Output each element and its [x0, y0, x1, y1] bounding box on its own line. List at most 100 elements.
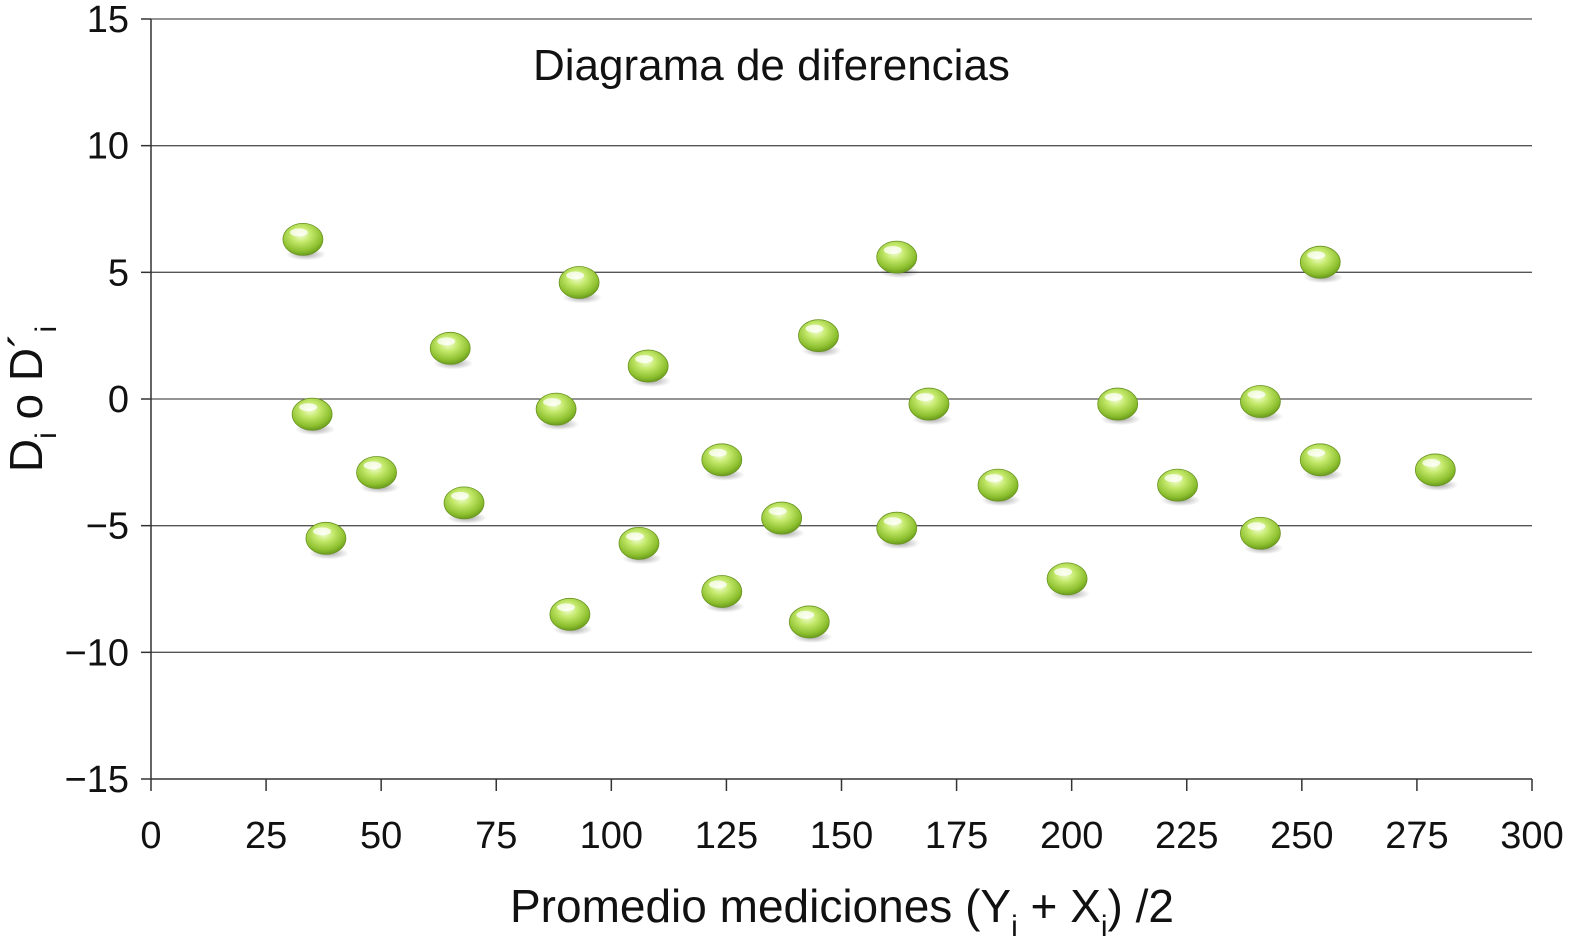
data-point-marker [788, 605, 830, 639]
x-tick-label: 275 [1385, 815, 1448, 857]
data-point-highlight [708, 448, 727, 457]
data-point [1157, 468, 1201, 507]
y-tick-label: 0 [108, 379, 129, 421]
x-tick-label: 225 [1155, 815, 1218, 857]
data-point-highlight [289, 228, 308, 237]
data-point-marker [1414, 453, 1456, 487]
data-point [1414, 453, 1459, 491]
x-tick-label: 125 [695, 815, 758, 857]
data-point-highlight [566, 271, 585, 280]
data-point-highlight [635, 355, 654, 364]
y-tick-label: −10 [65, 632, 129, 674]
x-tick-label: 200 [1040, 815, 1103, 857]
data-point-marker [701, 575, 743, 608]
data-point-highlight [312, 527, 331, 536]
data-point-highlight [1307, 448, 1326, 457]
data-point [1097, 387, 1141, 426]
data-point-highlight [1104, 393, 1123, 402]
data-point-highlight [796, 610, 815, 619]
data-point-highlight [1247, 522, 1266, 531]
data-point [429, 331, 474, 370]
data-point [291, 397, 336, 436]
y-axis-title-s1: i [30, 432, 63, 439]
x-axis-title-sub1: i [1011, 910, 1018, 943]
x-tick-labels: 0 25 50 75 100 125 150 175 200 225 250 275 300 [140, 815, 1563, 857]
data-point-highlight [1247, 390, 1266, 399]
data-point-marker [627, 349, 669, 383]
data-point [1240, 516, 1284, 555]
data-point-highlight [625, 532, 644, 541]
data-point [798, 319, 842, 357]
data-point-marker [1240, 516, 1281, 550]
data-point [1240, 385, 1284, 423]
data-point-marker [876, 511, 918, 545]
y-axis-title-p2: o D´ [0, 333, 52, 433]
data-point [701, 575, 745, 613]
data-point-marker [429, 331, 471, 365]
data-point-highlight [1422, 458, 1441, 467]
data-point-highlight [708, 580, 727, 589]
data-point-marker [876, 240, 918, 274]
data-point [977, 468, 1022, 507]
data-point [535, 392, 580, 431]
data-point-highlight [883, 246, 902, 255]
data-point [443, 486, 488, 524]
x-tick-label: 75 [475, 815, 517, 857]
data-point-highlight [1164, 474, 1183, 483]
axes [141, 18, 1533, 791]
x-tick-label: 25 [245, 815, 287, 857]
y-axis-title-s2: i [30, 326, 63, 333]
x-tick-label: 50 [360, 815, 402, 857]
data-point [1299, 245, 1344, 284]
x-axis-title-mid: + X [1018, 880, 1101, 932]
data-point [627, 349, 672, 388]
y-tick-label: 5 [108, 252, 129, 294]
data-point-marker [282, 222, 324, 256]
data-point-highlight [451, 491, 470, 500]
x-tick-label: 250 [1270, 815, 1333, 857]
data-point [876, 511, 920, 550]
data-point-marker [1240, 385, 1281, 418]
data-point-marker [535, 392, 577, 426]
x-axis-title-sub2: i [1101, 910, 1108, 943]
y-tick-labels: 15 10 5 0 −5 −10 −15 [65, 0, 129, 801]
data-point-marker [1299, 443, 1341, 477]
data-point-marker [1157, 468, 1198, 502]
data-point-marker [618, 527, 660, 560]
data-point [876, 240, 920, 279]
y-tick-label: −5 [86, 506, 129, 548]
data-point-marker [977, 468, 1019, 502]
data-point-marker [1097, 387, 1139, 421]
data-point-highlight [1307, 251, 1326, 260]
y-tick-label: −15 [65, 759, 129, 801]
data-point-highlight [1054, 567, 1073, 576]
x-axis-title: Promedio mediciones (Yi + Xi) /2 [510, 880, 1174, 943]
data-point [558, 266, 603, 304]
data-points [282, 222, 1459, 643]
x-axis-title-end: ) /2 [1108, 880, 1174, 932]
data-point-highlight [768, 507, 787, 516]
y-tick-label: 10 [87, 126, 129, 168]
chart-title: Diagrama de diferencias [533, 41, 1010, 90]
data-point-marker [443, 486, 485, 520]
grid-lines [151, 18, 1532, 653]
data-point-highlight [299, 403, 318, 412]
x-tick-label: 100 [580, 815, 643, 857]
x-axis-title-main: Promedio mediciones (Y [510, 880, 1011, 932]
x-tick-label: 0 [140, 815, 161, 857]
data-point-marker [558, 266, 600, 299]
data-point [1046, 562, 1091, 600]
data-point-marker [291, 397, 333, 431]
data-point [1299, 443, 1344, 481]
data-point-marker [761, 501, 803, 535]
data-point [701, 443, 745, 481]
data-point-marker [908, 387, 950, 421]
y-axis-title-p1: D [0, 439, 52, 472]
data-point [618, 527, 662, 565]
data-point-highlight [363, 461, 382, 470]
data-point-marker [1046, 562, 1088, 596]
data-point-marker [798, 319, 839, 353]
data-point [305, 521, 349, 560]
y-tick-label: 15 [87, 0, 129, 41]
